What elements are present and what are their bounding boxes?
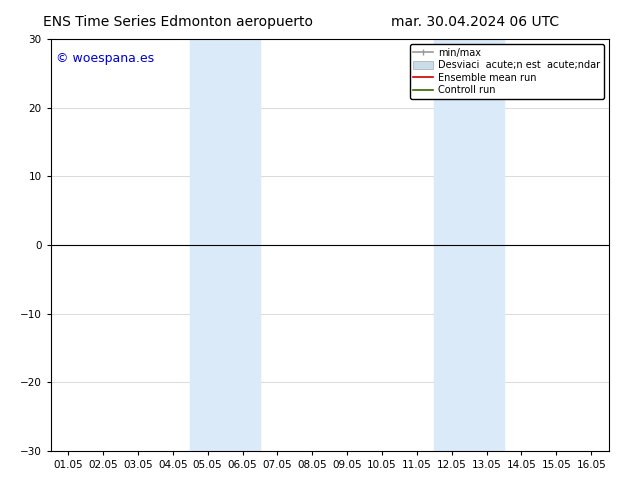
Bar <box>434 39 504 451</box>
Text: mar. 30.04.2024 06 UTC: mar. 30.04.2024 06 UTC <box>391 15 560 29</box>
Text: © woespana.es: © woespana.es <box>56 51 155 65</box>
Legend: min/max, Desviaci  acute;n est  acute;ndar, Ensemble mean run, Controll run: min/max, Desviaci acute;n est acute;ndar… <box>410 44 604 99</box>
Bar <box>190 39 260 451</box>
Text: ENS Time Series Edmonton aeropuerto: ENS Time Series Edmonton aeropuerto <box>42 15 313 29</box>
